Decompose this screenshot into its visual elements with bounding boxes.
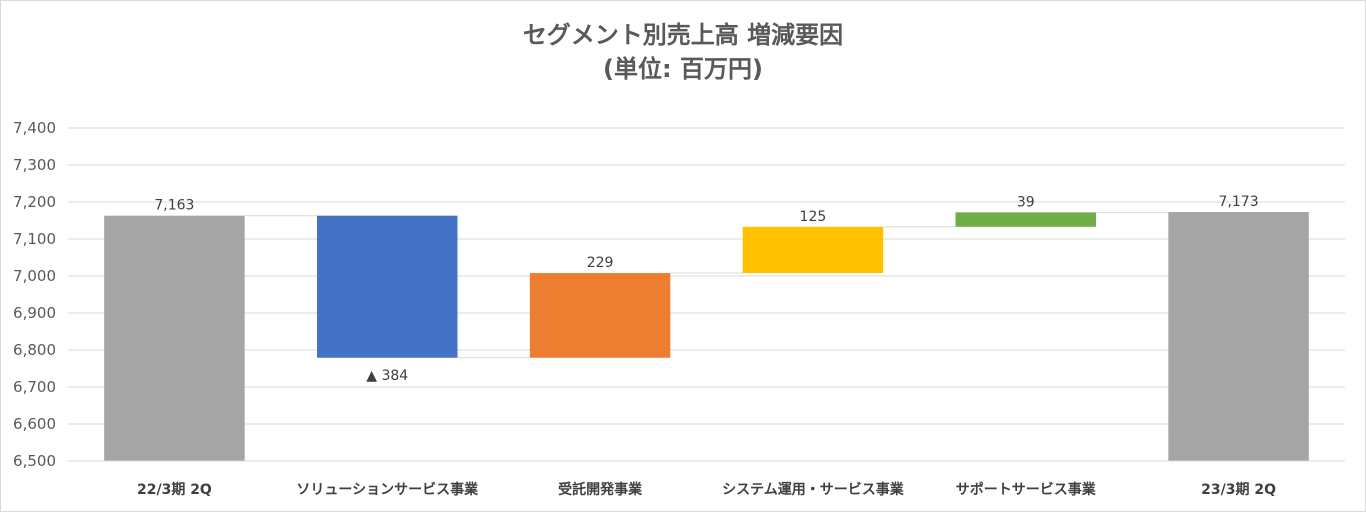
category-label: ソリューションサービス事業: [296, 481, 479, 498]
y-tick-label: 6,900: [13, 304, 56, 322]
category-label: 受託開発事業: [558, 481, 643, 498]
data-label: 125: [800, 209, 827, 225]
bar: [955, 212, 1096, 227]
data-label: 39: [1017, 194, 1035, 210]
y-tick-label: 7,200: [13, 193, 56, 211]
data-label: 7,163: [154, 198, 194, 214]
data-label: 7,173: [1219, 194, 1259, 210]
category-label: サポートサービス事業: [956, 481, 1097, 498]
y-tick-label: 6,800: [13, 341, 56, 359]
y-tick-label: 7,300: [13, 156, 56, 174]
y-tick-label: 7,400: [13, 119, 56, 137]
bar: [317, 215, 458, 358]
y-tick-label: 6,600: [13, 415, 56, 433]
chart-title: セグメント別売上高 増減要因: [522, 21, 844, 49]
y-tick-label: 6,500: [13, 452, 56, 470]
bar: [1168, 211, 1309, 461]
data-label: 229: [587, 255, 614, 271]
chart-title-block: セグメント別売上高 増減要因 (単位: 百万円): [0, 18, 1366, 86]
bar: [529, 273, 671, 358]
y-tick-label: 7,000: [13, 267, 56, 285]
data-label: ▲ 384: [366, 368, 408, 384]
bar: [742, 226, 884, 274]
category-label: 23/3期 2Q: [1201, 482, 1276, 498]
chart-subtitle: (単位: 百万円): [603, 55, 763, 83]
category-label: 22/3期 2Q: [137, 482, 212, 498]
bar: [104, 215, 245, 461]
y-tick-label: 6,700: [13, 378, 56, 396]
category-label: システム運用・サービス事業: [722, 481, 905, 498]
y-tick-label: 7,100: [13, 230, 56, 248]
